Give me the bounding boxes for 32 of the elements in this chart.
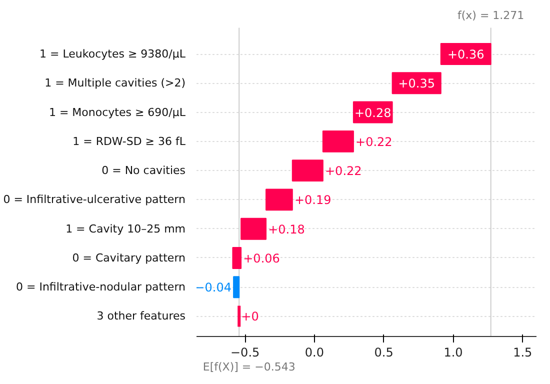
- y-tick-label: 0 = Infiltrative-ulcerative pattern: [3, 193, 186, 206]
- data-label: +0.28: [354, 106, 392, 120]
- x-tick-label: 1.0: [444, 346, 463, 360]
- x-tick-label: 0.5: [374, 346, 394, 360]
- x-tick-label: 0.0: [304, 346, 324, 360]
- data-label: +0.06: [243, 251, 280, 266]
- y-tick-label: 0 = No cavities: [102, 164, 186, 178]
- bar: [232, 246, 242, 269]
- y-tick-label: 1 = RDW-SD ≥ 36 fL: [72, 134, 186, 148]
- data-label: +0.36: [447, 48, 484, 62]
- x-tick-label: −0.5: [230, 346, 260, 360]
- y-tick-label: 1 = Cavity 10–25 mm: [66, 222, 186, 236]
- data-label: +0.18: [268, 222, 305, 236]
- y-tick-label: 1 = Multiple cavities (>2): [44, 76, 186, 90]
- bar: [266, 188, 293, 211]
- data-label: +0.19: [294, 193, 332, 208]
- data-label: +0.35: [398, 76, 435, 91]
- y-tick-label: 0 = Cavitary pattern: [72, 251, 186, 264]
- data-label: +0.22: [325, 164, 362, 178]
- y-tick-label: 1 = Leukocytes ≥ 9380/μL: [40, 48, 186, 61]
- x-tick-label: 1.5: [513, 346, 532, 360]
- ref-line-label: f(x) = 1.271: [458, 8, 524, 22]
- bar: [233, 276, 240, 298]
- data-label: +0.22: [356, 134, 392, 149]
- y-tick-label: 0 = Infiltrative-nodular pattern: [16, 280, 186, 294]
- bar: [322, 130, 354, 152]
- bar: [240, 218, 267, 240]
- data-label: +0: [241, 310, 259, 324]
- y-tick-label: 3 other features: [96, 310, 186, 323]
- bar: [292, 160, 324, 182]
- ref-line-label: E[f(X)] = −0.543: [202, 360, 296, 374]
- y-tick-label: 1 = Monocytes ≥ 690/μL: [48, 106, 186, 119]
